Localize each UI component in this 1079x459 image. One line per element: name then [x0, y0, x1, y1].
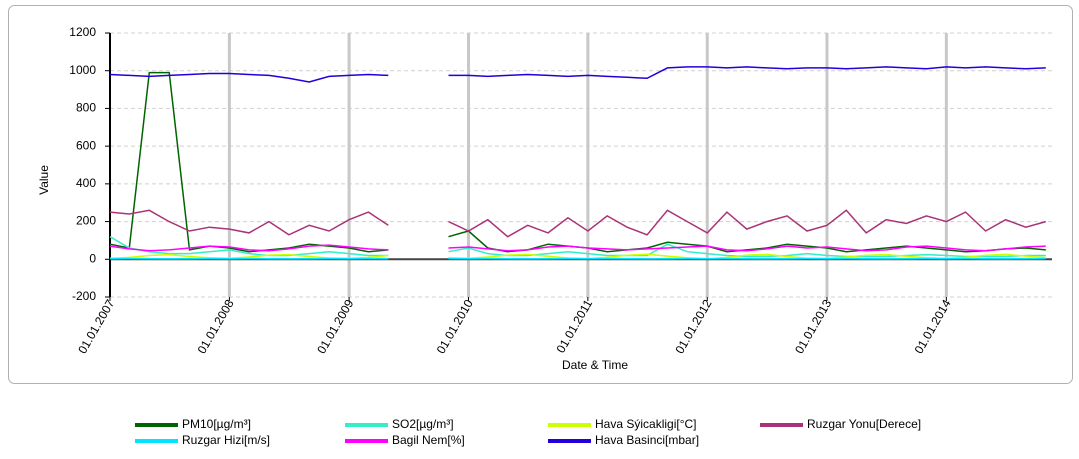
y-tick-label: 1000 [69, 63, 96, 77]
y-tick-label: 600 [76, 138, 96, 152]
series-line [109, 71, 1046, 253]
series-line [109, 66, 1046, 83]
x-axis-label: Date & Time [562, 358, 628, 372]
series-line [109, 236, 1046, 258]
y-axis-label: Value [37, 165, 51, 195]
legend-label: SO2[µg/m³] [392, 417, 454, 431]
chart-frame [8, 5, 1073, 384]
legend-label: Ruzgar Yonu[Derece] [807, 417, 921, 431]
legend-label: Bagil Nem[%] [392, 433, 465, 447]
series-line [109, 209, 1047, 238]
y-tick-label: 1200 [69, 25, 96, 39]
y-tick-label: 800 [76, 101, 96, 115]
legend-label: PM10[µg/m³] [182, 417, 251, 431]
legend-label: Hava Basinci[mbar] [595, 433, 699, 447]
legend-label: Ruzgar Hizi[m/s] [182, 433, 270, 447]
y-tick-label: 0 [89, 251, 96, 265]
y-tick-label: 200 [76, 214, 96, 228]
series-line [109, 244, 1046, 252]
legend-label: Hava Sýicakligi[°C] [595, 417, 697, 431]
y-tick-label: 400 [76, 176, 96, 190]
y-tick-label: -200 [72, 289, 96, 303]
